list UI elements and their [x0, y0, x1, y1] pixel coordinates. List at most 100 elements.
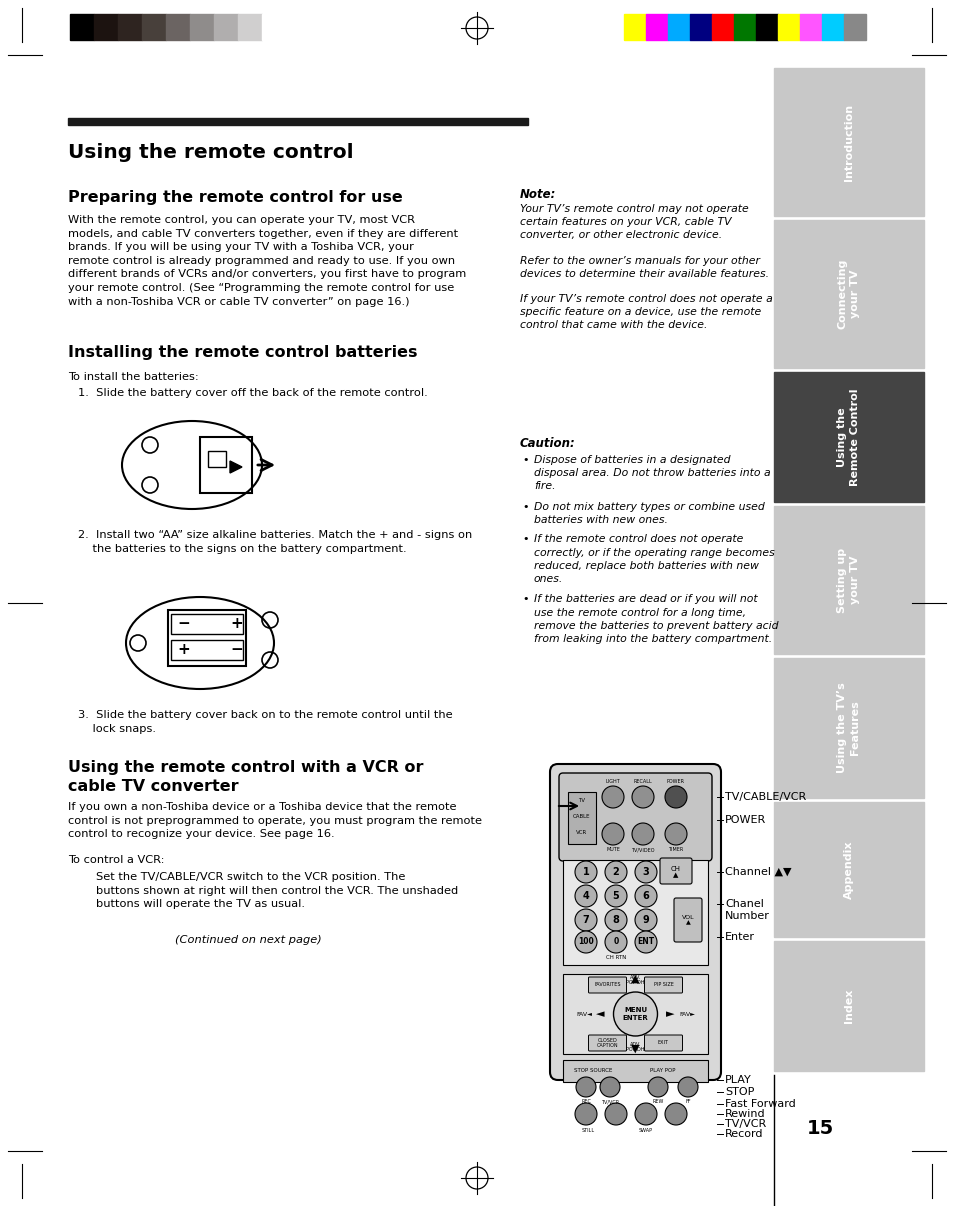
Circle shape — [631, 822, 654, 845]
Text: −: − — [230, 643, 242, 657]
Bar — [773, 941, 923, 1071]
Text: To control a VCR:: To control a VCR: — [68, 855, 164, 865]
Text: Rewind: Rewind — [724, 1110, 765, 1119]
Text: FAV►: FAV► — [679, 1012, 695, 1017]
Text: TV/VCR: TV/VCR — [724, 1119, 765, 1129]
Text: If the remote control does not operate
correctly, or if the operating range beco: If the remote control does not operate c… — [534, 534, 774, 584]
Text: •: • — [521, 534, 528, 544]
Text: LIGHT: LIGHT — [605, 779, 619, 784]
Text: VCR: VCR — [576, 830, 587, 835]
Text: SWAP: SWAP — [639, 1128, 652, 1132]
Text: PIP SIZE: PIP SIZE — [653, 983, 673, 988]
Text: To install the batteries:: To install the batteries: — [68, 371, 198, 382]
Bar — [821, 14, 843, 40]
Circle shape — [575, 861, 597, 883]
Circle shape — [576, 1077, 596, 1097]
Bar — [567, 792, 596, 844]
Text: Set the TV/CABLE/VCR switch to the VCR position. The
buttons shown at right will: Set the TV/CABLE/VCR switch to the VCR p… — [96, 872, 457, 909]
Bar — [773, 68, 923, 216]
Circle shape — [601, 822, 623, 845]
Circle shape — [635, 931, 657, 953]
Circle shape — [635, 909, 657, 931]
Text: FAVORITES: FAVORITES — [594, 983, 620, 988]
Circle shape — [678, 1077, 698, 1097]
Bar — [778, 14, 800, 40]
Text: Refer to the owner’s manuals for your other
devices to determine their available: Refer to the owner’s manuals for your ot… — [519, 256, 768, 280]
Circle shape — [599, 1077, 619, 1097]
Bar — [562, 974, 707, 1054]
Text: Remote Control: Remote Control — [850, 388, 860, 486]
Text: ENT: ENT — [637, 937, 654, 947]
Circle shape — [664, 1103, 686, 1125]
Bar — [623, 14, 645, 40]
FancyBboxPatch shape — [644, 977, 681, 993]
Circle shape — [604, 909, 626, 931]
Circle shape — [575, 909, 597, 931]
Text: Chanel: Chanel — [724, 898, 763, 909]
Text: With the remote control, you can operate your TV, most VCR
models, and cable TV : With the remote control, you can operate… — [68, 215, 466, 306]
Bar — [171, 614, 243, 634]
Bar — [689, 14, 711, 40]
Text: ▼: ▼ — [631, 1044, 639, 1054]
FancyBboxPatch shape — [558, 773, 711, 861]
Bar — [667, 14, 689, 40]
Text: Using the remote control: Using the remote control — [68, 144, 354, 162]
Bar — [755, 14, 778, 40]
Text: Caution:: Caution: — [519, 437, 576, 450]
Circle shape — [613, 993, 657, 1036]
Circle shape — [575, 931, 597, 953]
Text: 9: 9 — [642, 915, 649, 925]
Text: ►: ► — [665, 1009, 674, 1019]
Text: POWER: POWER — [666, 779, 684, 784]
Text: REC: REC — [580, 1099, 590, 1103]
Bar — [773, 371, 923, 502]
Text: +: + — [177, 643, 190, 657]
Text: If your TV’s remote control does not operate a
specific feature on a device, use: If your TV’s remote control does not ope… — [519, 294, 772, 330]
Bar — [213, 14, 237, 40]
FancyBboxPatch shape — [550, 763, 720, 1081]
Text: Preparing the remote control for use: Preparing the remote control for use — [68, 191, 402, 205]
Circle shape — [631, 786, 654, 808]
Text: Using the TV’s: Using the TV’s — [837, 683, 846, 773]
Text: 2: 2 — [612, 867, 618, 877]
Bar — [166, 14, 190, 40]
Text: CABLE: CABLE — [573, 814, 590, 819]
Text: TV/VIDEO: TV/VIDEO — [631, 847, 654, 851]
Text: ◄: ◄ — [596, 1009, 604, 1019]
Polygon shape — [230, 461, 242, 473]
Circle shape — [635, 1103, 657, 1125]
FancyBboxPatch shape — [588, 1035, 626, 1050]
Bar — [200, 437, 252, 493]
Text: 3.  Slide the battery cover back on to the remote control until the
    lock sna: 3. Slide the battery cover back on to th… — [78, 710, 452, 733]
Text: ADV.
POP DH: ADV. POP DH — [625, 974, 644, 985]
Text: TV/CABLE/VCR: TV/CABLE/VCR — [724, 792, 805, 802]
Text: TIMER: TIMER — [668, 847, 683, 851]
Circle shape — [575, 885, 597, 907]
Bar — [773, 219, 923, 368]
Text: 8: 8 — [612, 915, 618, 925]
Text: 5: 5 — [612, 891, 618, 901]
Text: PLAY: PLAY — [724, 1075, 751, 1085]
Text: If the batteries are dead or if you will not
use the remote control for a long t: If the batteries are dead or if you will… — [534, 595, 778, 644]
FancyBboxPatch shape — [588, 977, 626, 993]
Text: Dispose of batteries in a designated
disposal area. Do not throw batteries into : Dispose of batteries in a designated dis… — [534, 455, 770, 491]
Bar — [262, 14, 286, 40]
Text: Features: Features — [850, 701, 860, 755]
Text: STOP: STOP — [724, 1087, 754, 1097]
Bar — [800, 14, 821, 40]
Text: •: • — [521, 595, 528, 604]
Text: Using the remote control with a VCR or
cable TV converter: Using the remote control with a VCR or c… — [68, 760, 423, 794]
Text: ▲: ▲ — [631, 974, 639, 984]
Text: POWER: POWER — [724, 815, 765, 825]
Text: CH RTN: CH RTN — [605, 955, 625, 960]
Text: •: • — [521, 502, 528, 511]
Circle shape — [604, 1103, 626, 1125]
Text: TV/VCR: TV/VCR — [600, 1099, 618, 1103]
Text: Number: Number — [724, 911, 769, 921]
Text: Appendix: Appendix — [843, 841, 853, 898]
FancyBboxPatch shape — [644, 1035, 681, 1050]
Text: 2.  Install two “AA” size alkaline batteries. Match the + and - signs on
    the: 2. Install two “AA” size alkaline batter… — [78, 529, 472, 554]
Circle shape — [664, 822, 686, 845]
Bar — [118, 14, 142, 40]
Bar — [733, 14, 755, 40]
